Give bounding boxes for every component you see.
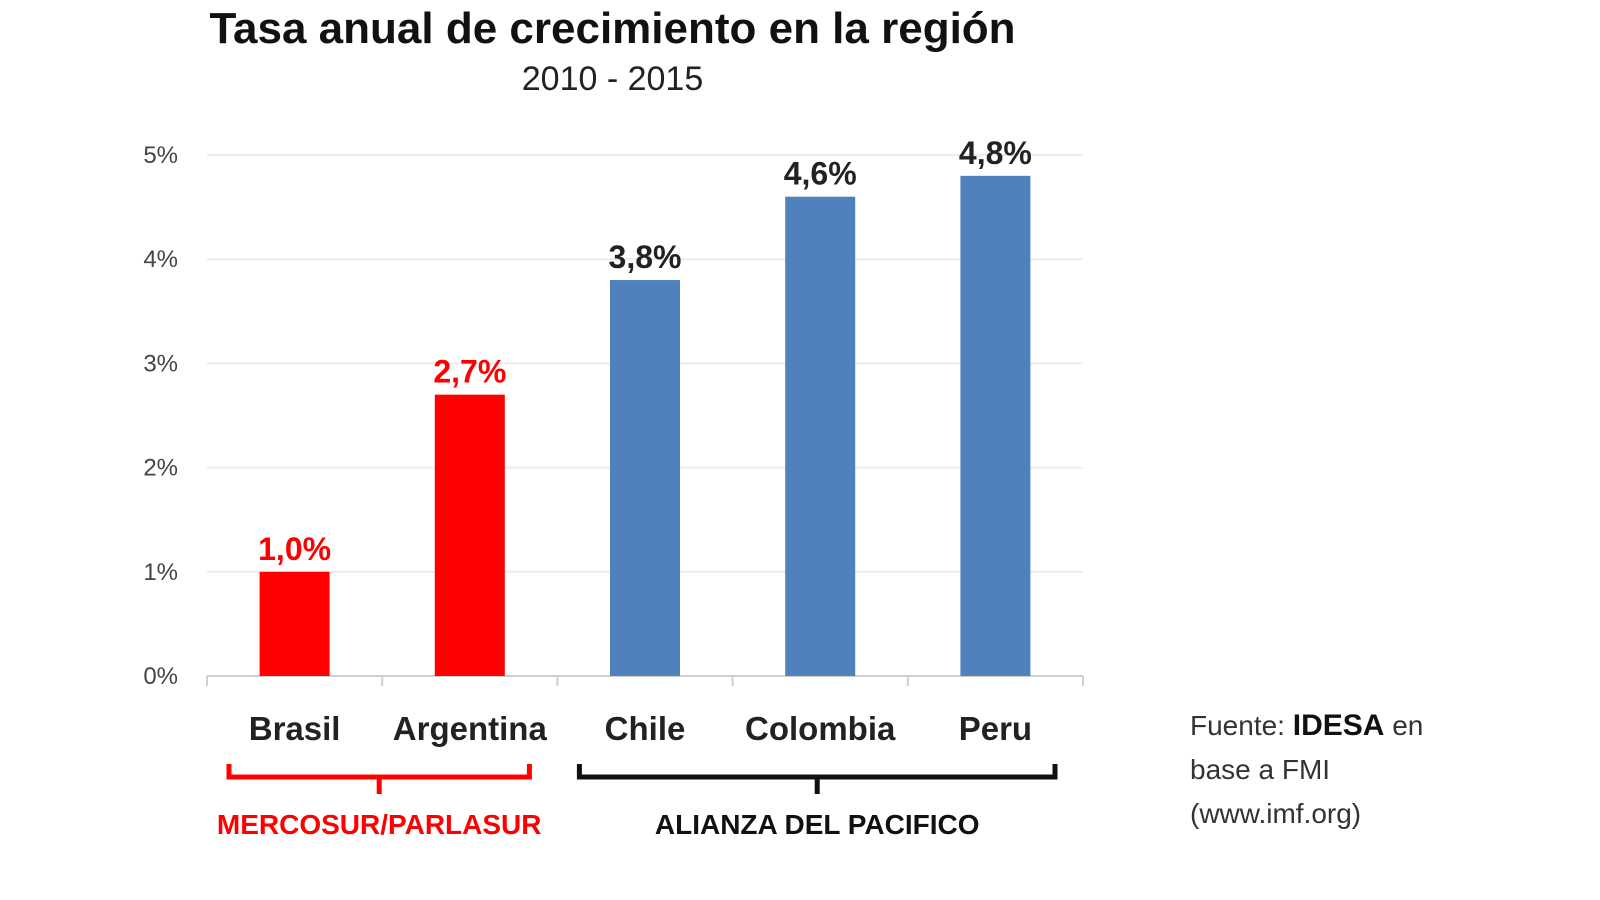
data-label: 1,0% xyxy=(258,531,331,567)
group-label: MERCOSUR/PARLASUR xyxy=(217,809,542,840)
data-label: 2,7% xyxy=(433,354,506,390)
source-org: IDESA xyxy=(1292,709,1385,742)
x-tick-label: Colombia xyxy=(745,710,896,747)
y-tick-label: 0% xyxy=(143,663,178,690)
x-tick-label: Peru xyxy=(959,710,1032,747)
x-tick-label: Argentina xyxy=(393,710,548,747)
source-prefix: Fuente: xyxy=(1190,710,1293,741)
y-tick-label: 4% xyxy=(143,246,178,273)
bar-colombia xyxy=(785,196,856,676)
source-line2: base a FMI xyxy=(1190,754,1331,785)
group-label: ALIANZA DEL PACIFICO xyxy=(655,809,980,840)
data-label: 4,6% xyxy=(784,156,857,192)
y-tick-label: 2% xyxy=(143,455,178,482)
bar-peru xyxy=(960,175,1031,676)
data-label: 4,8% xyxy=(959,135,1032,171)
x-tick-label: Brasil xyxy=(249,710,341,747)
source-note: Fuente: IDESA en base a FMI (www.imf.org… xyxy=(1190,704,1423,836)
bar-brasil xyxy=(259,571,330,676)
x-tick-label: Chile xyxy=(605,710,686,747)
source-suffix: en xyxy=(1384,710,1424,741)
y-tick-label: 1% xyxy=(143,559,178,586)
y-tick-label: 5% xyxy=(143,142,178,169)
data-label: 3,8% xyxy=(609,239,682,275)
bar-chile xyxy=(610,280,680,676)
source-line3: (www.imf.org) xyxy=(1190,798,1362,829)
group-bracket xyxy=(226,764,532,794)
chart-title: Tasa anual de crecimiento en la región xyxy=(209,4,1016,53)
chart-subtitle: 2010 - 2015 xyxy=(521,60,704,98)
group-bracket xyxy=(576,764,1058,794)
bar-argentina xyxy=(434,394,505,676)
y-tick-label: 3% xyxy=(143,350,178,377)
